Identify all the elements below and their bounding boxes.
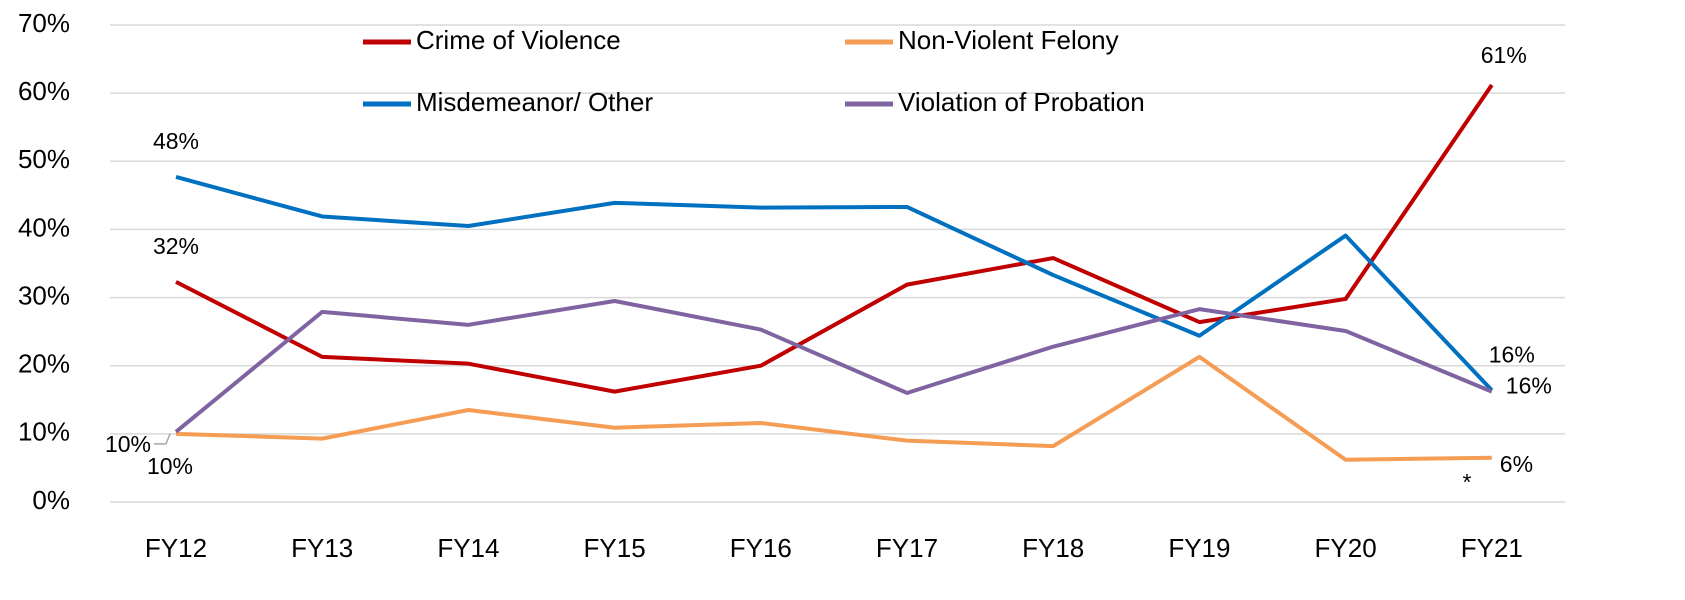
data-label: 6% [1500, 451, 1533, 477]
x-tick-label: FY20 [1315, 533, 1377, 563]
y-tick-label: 0% [32, 485, 70, 515]
legend-label: Crime of Violence [416, 25, 621, 55]
y-tick-label: 10% [18, 417, 70, 447]
y-tick-label: 70% [18, 8, 70, 38]
line-series [175, 83, 1494, 394]
data-label: 48% [153, 128, 199, 154]
x-tick-label: FY13 [291, 533, 353, 563]
data-label: 10% [147, 453, 193, 479]
x-tick-label: FY14 [437, 533, 499, 563]
x-tick-label: FY15 [584, 533, 646, 563]
annotation: * [1463, 469, 1472, 495]
legend-label: Misdemeanor/ Other [416, 87, 653, 117]
y-tick-label: 40% [18, 212, 70, 242]
y-tick-label: 30% [18, 280, 70, 310]
y-tick-label: 50% [18, 144, 70, 174]
x-tick-label: FY12 [145, 533, 207, 563]
x-tick-label: FY19 [1168, 533, 1230, 563]
x-tick-label: FY16 [730, 533, 792, 563]
data-label: 16% [1489, 341, 1535, 367]
x-tick-label: FY18 [1022, 533, 1084, 563]
legend-label: Non-Violent Felony [898, 25, 1119, 55]
line-series [175, 354, 1492, 462]
y-tick-label: 20% [18, 349, 70, 379]
x-tick-label: FY17 [876, 533, 938, 563]
legend-label: Violation of Probation [898, 87, 1145, 117]
line-series [175, 175, 1494, 392]
data-label: 32% [153, 233, 199, 259]
data-label: 10% [105, 431, 151, 457]
line-series [174, 298, 1493, 434]
data-label: 16% [1506, 373, 1552, 399]
leader-line [154, 433, 171, 445]
data-label: 61% [1481, 42, 1527, 68]
y-tick-label: 60% [18, 76, 70, 106]
x-tick-label: FY21 [1461, 533, 1523, 563]
